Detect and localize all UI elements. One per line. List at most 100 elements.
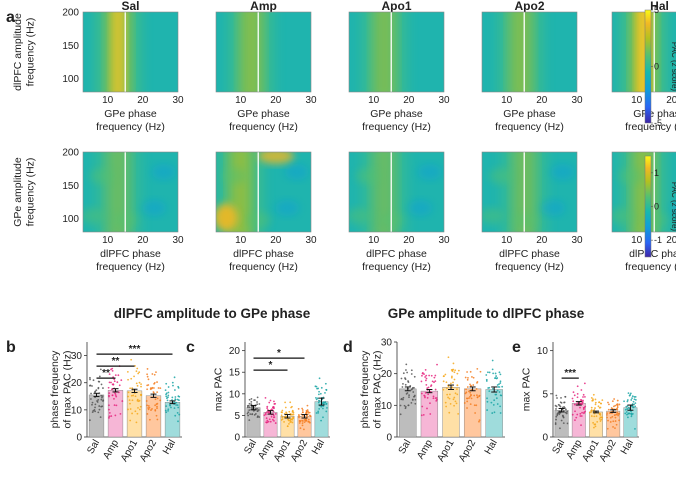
data-point	[601, 416, 604, 419]
data-point	[469, 403, 472, 406]
data-point	[582, 408, 585, 411]
data-point	[324, 382, 327, 385]
data-point	[166, 399, 169, 402]
data-point	[254, 413, 257, 415]
data-point	[146, 404, 149, 407]
data-point	[147, 405, 150, 407]
data-point	[457, 413, 460, 415]
data-point	[426, 387, 429, 390]
heatmap-xlabel-line2: frequency (Hz)	[362, 261, 431, 273]
data-point	[318, 377, 321, 380]
data-point	[470, 397, 473, 400]
data-point	[600, 418, 603, 421]
data-point	[157, 387, 160, 389]
data-point	[446, 387, 448, 390]
data-point	[272, 416, 275, 419]
data-point	[627, 416, 629, 419]
data-point	[430, 374, 433, 377]
data-point	[580, 399, 582, 401]
data-point	[89, 378, 91, 381]
data-point	[164, 389, 167, 392]
y-tick-label: 0	[234, 433, 240, 444]
data-point	[256, 410, 259, 413]
data-point	[410, 373, 413, 375]
data-point	[315, 412, 318, 414]
data-point	[136, 384, 139, 387]
data-point	[400, 398, 403, 401]
data-point	[456, 384, 459, 387]
heatmap-xlabel-line1: GPe phase	[503, 108, 556, 120]
colorbar-label: PAC (z score)	[670, 182, 676, 232]
data-point	[98, 375, 101, 378]
data-point	[425, 374, 428, 377]
data-point	[582, 396, 584, 398]
data-point	[452, 362, 455, 365]
data-point	[488, 390, 491, 393]
colorbar	[644, 155, 652, 258]
data-point	[579, 412, 582, 415]
heatmap-ylabel-line2: frequency (Hz)	[25, 158, 37, 227]
heatmap-image	[83, 152, 178, 232]
colorbar-tick-label: -1	[654, 235, 662, 245]
data-point	[499, 382, 502, 384]
data-point	[98, 405, 101, 407]
category-label: Hal	[161, 438, 178, 457]
data-point	[264, 396, 267, 399]
data-point	[631, 403, 634, 405]
data-point	[618, 403, 621, 406]
data-point	[113, 378, 116, 381]
heatmap-xtick-label: 20	[666, 235, 676, 246]
data-point	[476, 381, 478, 384]
data-point	[268, 401, 271, 404]
data-point	[486, 409, 489, 411]
data-point	[139, 405, 142, 408]
data-point	[457, 369, 460, 372]
data-point	[473, 404, 476, 407]
data-point	[617, 414, 619, 417]
data-point	[135, 382, 138, 385]
y-tick-label: 10	[537, 346, 549, 357]
data-point	[111, 388, 113, 391]
data-point	[165, 405, 168, 408]
data-point	[631, 397, 633, 400]
data-point	[274, 412, 277, 415]
data-point	[95, 389, 98, 392]
data-point	[453, 371, 456, 374]
data-point	[297, 407, 300, 410]
data-point	[590, 396, 593, 399]
heatmap-band-core	[373, 152, 396, 232]
y-tick-label: 10	[71, 405, 83, 416]
data-point	[474, 412, 477, 414]
data-point	[427, 393, 430, 396]
data-point	[449, 402, 452, 405]
heatmap-band-core	[107, 152, 130, 232]
data-point	[562, 422, 565, 424]
data-point	[490, 401, 493, 404]
category-label: Sal	[85, 438, 102, 456]
data-point	[562, 416, 565, 419]
heatmap-blob	[151, 164, 176, 180]
data-point	[572, 391, 575, 394]
data-point	[592, 398, 594, 401]
data-point	[487, 387, 490, 389]
data-point	[156, 418, 159, 421]
data-point	[580, 424, 582, 427]
data-point	[280, 419, 283, 421]
data-point	[153, 381, 156, 384]
data-point	[151, 373, 154, 375]
data-point	[251, 413, 253, 416]
y-axis-label-line2: of max PAC (Hz)	[372, 351, 384, 429]
data-point	[574, 419, 576, 422]
data-point	[178, 395, 181, 398]
data-point	[495, 397, 498, 400]
data-point	[626, 413, 628, 416]
y-axis-label: phase frequencyof max PAC (Hz)	[359, 350, 384, 429]
heatmap-xtick-label: 20	[403, 235, 415, 246]
data-point	[305, 419, 308, 422]
data-point	[175, 404, 178, 406]
data-point	[559, 427, 561, 430]
heatmap-xlabel-line2: frequency (Hz)	[625, 261, 676, 273]
